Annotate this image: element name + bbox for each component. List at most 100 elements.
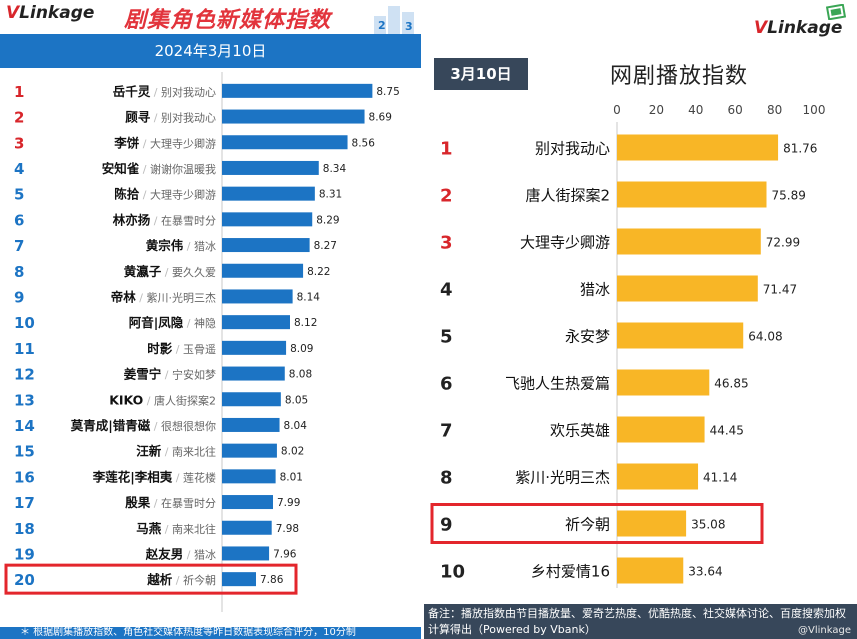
character-label: 姜雪宁 / 宁安如梦 [124, 367, 216, 382]
rank-label: 3 [440, 233, 453, 254]
value-label: 35.08 [691, 518, 725, 532]
label-separator: / [143, 394, 154, 407]
label-separator: / [139, 189, 150, 202]
label-separator: / [136, 291, 147, 304]
rank-label: 2 [14, 109, 24, 127]
rank-label: 6 [440, 374, 453, 395]
label-separator: / [183, 240, 194, 253]
bar [222, 109, 365, 124]
value-label: 41.14 [703, 471, 737, 485]
bar [222, 546, 270, 561]
character-name: 赵友男 [145, 546, 184, 561]
drama-label: 唐人街探案2 [525, 187, 610, 205]
character-name: 姜雪宁 [124, 367, 162, 382]
bar [222, 417, 280, 432]
bar [222, 315, 290, 330]
rank-label: 16 [14, 468, 35, 486]
value-label: 8.12 [294, 317, 317, 329]
bar [222, 443, 277, 458]
label-separator: / [161, 446, 172, 459]
drama-name: 宁安如梦 [172, 368, 216, 382]
drama-label: 永安梦 [565, 328, 610, 346]
character-label: 阿音|凤隐 / 神隐 [129, 315, 216, 330]
right-footnote: 备注：播放指数由节目播放量、爱奇艺热度、优酷热度、社交媒体讨论、百度搜索加权计算… [424, 604, 857, 639]
drama-name: 很想很想你 [161, 419, 216, 433]
character-name: 岳千灵 [113, 84, 151, 99]
x-tick-label: 80 [767, 103, 782, 117]
character-index-chart: 1 岳千灵 / 别对我动心 8.75 2 顾寻 / 别对我动心 8.69 3 李饼 / 大理寺… [4, 72, 400, 612]
left-date-bar [0, 34, 421, 68]
bar [617, 228, 761, 255]
weibo-watermark: @Vlinkage [798, 625, 851, 636]
rank-label: 3 [14, 134, 24, 152]
value-label: 8.29 [316, 214, 339, 226]
value-label: 64.08 [748, 330, 782, 344]
label-separator: / [150, 420, 161, 433]
web-drama-index-chart: 0 20 40 60 80 100 1 别对我动心 81.76 2 唐人街探案2 75.89 3 大理寺少… [430, 103, 825, 588]
bar [222, 495, 273, 510]
character-name: 阿音|凤隐 [129, 315, 184, 330]
character-label: KIKO / 唐人街探案2 [109, 392, 216, 407]
label-separator: / [150, 86, 161, 99]
rank-label: 7 [440, 421, 453, 442]
character-label: 黄瀛子 / 要久久爱 [124, 264, 216, 279]
panel-divider [421, 0, 424, 639]
label-separator: / [161, 266, 172, 279]
character-name: 时影 [147, 341, 173, 356]
value-label: 7.99 [277, 497, 300, 509]
rank-label: 5 [440, 327, 453, 348]
character-label: 帝林 / 紫川·光明三杰 [111, 289, 216, 304]
character-name: 安知雀 [102, 161, 140, 176]
value-label: 72.99 [766, 236, 800, 250]
character-name: 帝林 [111, 289, 137, 304]
character-label: 汪新 / 南来北往 [136, 444, 216, 459]
label-separator: / [139, 163, 150, 176]
drama-name: 南来北往 [172, 522, 216, 536]
right-page-title: 网剧播放指数 [610, 64, 749, 89]
bar [222, 340, 287, 355]
bar [222, 238, 310, 253]
character-label: 顾寻 / 别对我动心 [125, 110, 216, 125]
drama-name: 在暴雪时分 [161, 497, 216, 510]
bar [222, 572, 256, 587]
character-name: 汪新 [136, 444, 162, 459]
value-label: 44.45 [710, 424, 744, 438]
character-label: 赵友男 / 猎冰 [145, 546, 216, 561]
character-label: 越析 / 祈今朝 [146, 572, 216, 587]
character-label: 陈拾 / 大理寺少卿游 [114, 187, 216, 202]
rank-label: 6 [14, 211, 24, 229]
character-name: 殷果 [125, 495, 151, 510]
drama-name: 大理寺少卿游 [150, 188, 216, 202]
drama-name: 别对我动心 [161, 111, 216, 125]
bar [617, 181, 767, 208]
drama-label: 猎冰 [580, 281, 610, 299]
x-tick-label: 0 [613, 103, 621, 117]
bar [222, 160, 319, 175]
bar [617, 510, 687, 537]
character-name: 黄宗伟 [146, 238, 184, 253]
highlight-box [4, 563, 298, 595]
vlinkage-logo: VLinkage [754, 18, 843, 38]
left-header [0, 0, 421, 34]
drama-name: 紫川·光明三杰 [147, 290, 217, 304]
vlinkage-logo-icon [826, 4, 846, 20]
bar [222, 212, 313, 227]
drama-name: 谢谢你温暖我 [150, 162, 216, 176]
character-name: 越析 [146, 572, 173, 587]
value-label: 7.98 [276, 523, 299, 535]
character-label: 殷果 / 在暴雪时分 [125, 495, 216, 510]
rank-label: 10 [14, 314, 35, 332]
label-separator: / [139, 137, 150, 150]
character-label: 李饼 / 大理寺少卿游 [113, 135, 216, 150]
x-tick-label: 20 [649, 103, 664, 117]
drama-name: 唐人街探案2 [154, 393, 216, 407]
drama-label: 别对我动心 [535, 140, 610, 158]
drama-name: 猎冰 [194, 547, 216, 561]
rank-label: 15 [14, 443, 35, 461]
x-tick-label: 40 [688, 103, 703, 117]
bar [617, 322, 744, 349]
rank-label: 4 [440, 280, 453, 301]
character-label: 莫青成|错青磁 / 很想很想你 [71, 418, 216, 433]
bar [617, 369, 710, 396]
bar [617, 557, 684, 584]
